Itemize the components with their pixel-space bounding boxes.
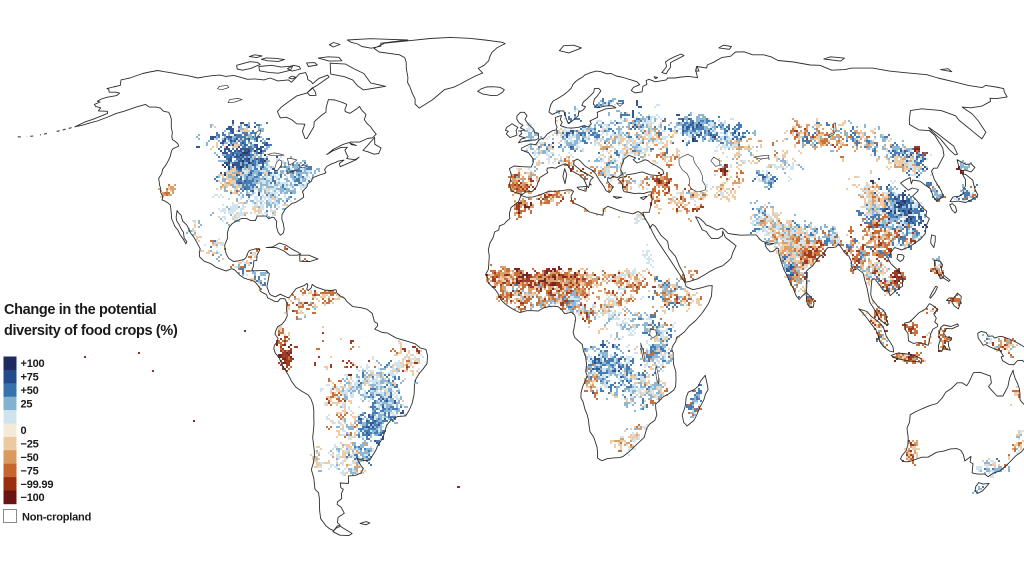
svg-text:−100: −100 bbox=[21, 492, 45, 504]
svg-text:25: 25 bbox=[21, 398, 33, 410]
svg-text:−99.99: −99.99 bbox=[21, 479, 54, 491]
svg-text:+75: +75 bbox=[21, 372, 39, 384]
svg-text:+100: +100 bbox=[21, 358, 45, 370]
svg-text:0: 0 bbox=[21, 425, 27, 437]
svg-text:diversity of food crops (%): diversity of food crops (%) bbox=[4, 323, 178, 339]
svg-text:+50: +50 bbox=[21, 385, 39, 397]
svg-text:Change in the potential: Change in the potential bbox=[4, 302, 156, 318]
svg-text:−50: −50 bbox=[21, 452, 39, 464]
svg-text:−75: −75 bbox=[21, 465, 39, 477]
svg-text:−25: −25 bbox=[21, 439, 39, 451]
svg-text:Non-cropland: Non-cropland bbox=[22, 512, 91, 524]
